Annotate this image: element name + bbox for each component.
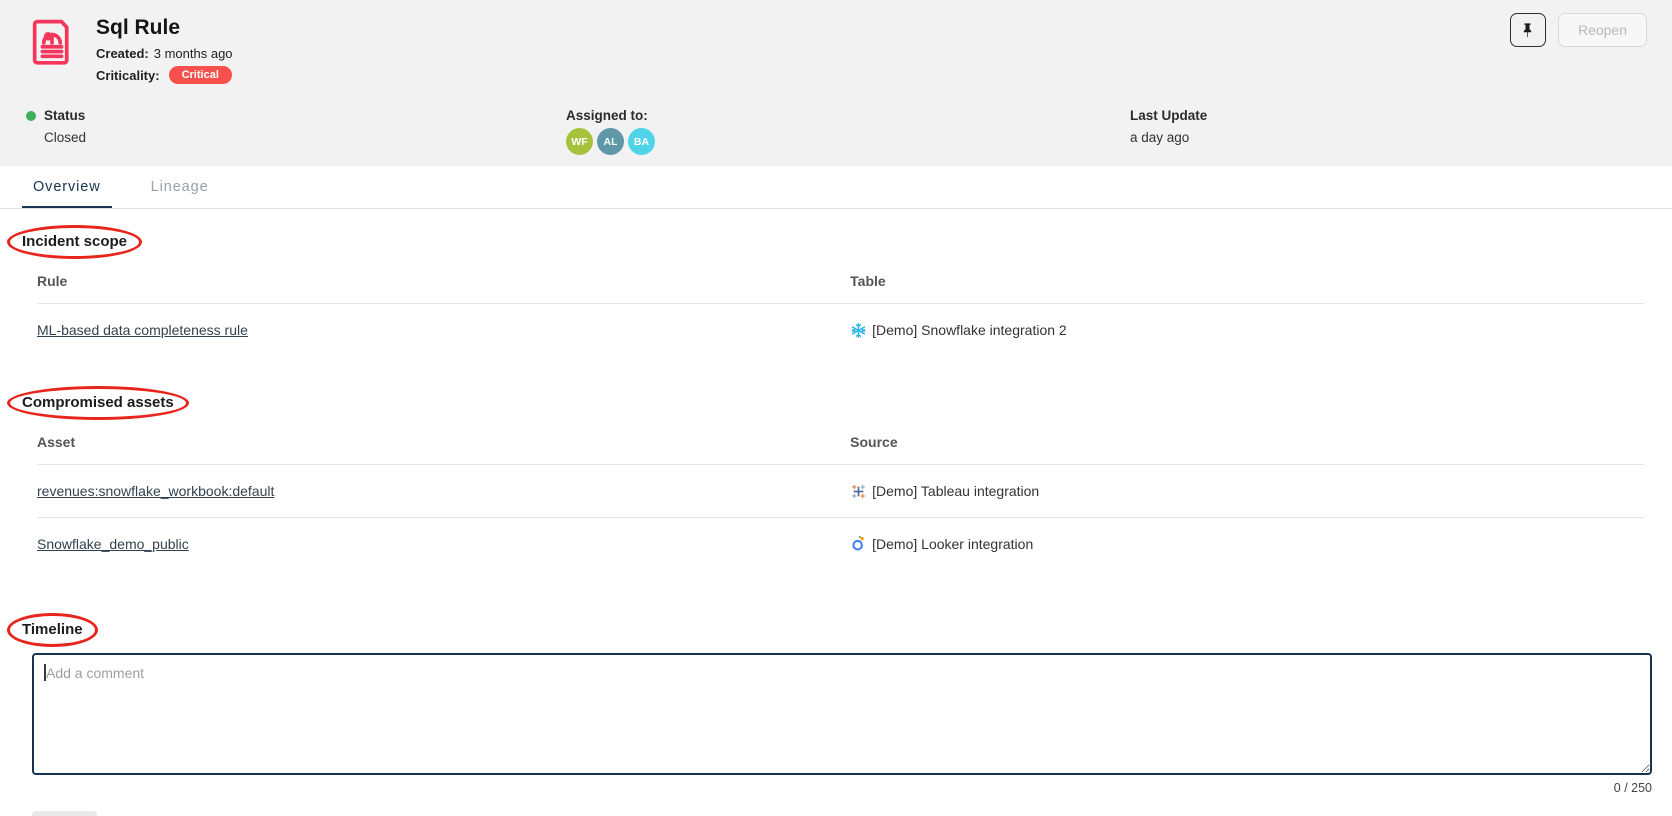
pin-button[interactable]: [1509, 13, 1546, 47]
last-update-block: Last Update a day ago: [1130, 108, 1207, 145]
tab-overview[interactable]: Overview: [22, 166, 112, 208]
char-counter: 0 / 250: [1613, 781, 1652, 795]
avatar[interactable]: WF: [566, 128, 593, 155]
column-header-table: Table: [850, 273, 886, 289]
timeline-heading: Timeline: [7, 613, 98, 647]
column-header-asset: Asset: [37, 434, 76, 450]
avatar[interactable]: BA: [628, 128, 655, 155]
column-header-rule: Rule: [37, 273, 68, 289]
table-header: Rule Table: [37, 251, 1644, 304]
asset-link[interactable]: Snowflake_demo_public: [37, 535, 189, 552]
tab-bar: Overview Lineage: [0, 166, 1672, 209]
table-row: revenues:snowflake_workbook:default [Dem…: [37, 465, 1644, 517]
header-text: Sql Rule Created: 3 months ago Criticali…: [96, 15, 233, 85]
page-title: Sql Rule: [96, 16, 181, 39]
comment-area: [32, 653, 1652, 775]
criticality-badge: Critical: [168, 66, 232, 85]
assignee-avatars: WF AL BA: [566, 128, 655, 155]
status-value: Closed: [44, 130, 87, 145]
sql-rule-icon: [32, 19, 69, 65]
save-button[interactable]: Save: [32, 811, 97, 816]
criticality-label: Criticality:: [96, 67, 160, 83]
section-title: Compromised assets: [22, 394, 174, 411]
looker-icon: [852, 535, 864, 551]
asset-link[interactable]: revenues:snowflake_workbook:default: [37, 483, 275, 499]
avatar[interactable]: AL: [597, 128, 624, 155]
table-row: Snowflake_demo_public [Demo] Looker inte…: [37, 517, 1644, 569]
reopen-button[interactable]: Reopen: [1557, 13, 1647, 47]
status-dot-icon: [26, 110, 36, 121]
table-row: ML-based data completeness rule [Demo] S…: [37, 304, 1644, 356]
last-update-label: Last Update: [1130, 108, 1208, 123]
incident-header: Sql Rule Created: 3 months ago Criticali…: [0, 0, 1672, 166]
tableau-icon: [852, 484, 866, 498]
snowflake-icon: [851, 322, 866, 338]
source-value: [Demo] Tableau integration: [872, 483, 1040, 499]
assigned-block: Assigned to: WF AL BA: [566, 108, 655, 155]
section-title: Timeline: [22, 621, 83, 638]
pushpin-icon: [1524, 22, 1532, 38]
created-label: Created:: [96, 46, 149, 62]
table-value: [Demo] Snowflake integration 2: [872, 322, 1067, 338]
comment-input[interactable]: [32, 653, 1652, 775]
status-block: Status Closed: [26, 108, 86, 145]
incident-scope-table: Rule Table ML-based data completeness ru…: [37, 251, 1644, 356]
tab-lineage[interactable]: Lineage: [150, 179, 209, 195]
compromised-assets-table: Asset Source revenues:snowflake_workbook…: [37, 412, 1644, 569]
created-line: Created: 3 months ago: [96, 46, 233, 61]
incident-scope-heading: Incident scope: [7, 225, 143, 259]
status-row: Status Closed Assigned to: WF AL BA Last…: [0, 100, 1672, 166]
rule-link[interactable]: ML-based data completeness rule: [37, 322, 248, 338]
compromised-assets-heading: Compromised assets: [7, 386, 189, 420]
created-value: 3 months ago: [153, 46, 233, 62]
source-value: [Demo] Looker integration: [872, 535, 1034, 552]
status-label: Status: [44, 108, 86, 123]
section-title: Incident scope: [22, 233, 128, 250]
assigned-label: Assigned to:: [566, 108, 648, 123]
criticality-line: Criticality: Critical: [96, 66, 233, 85]
last-update-value: a day ago: [1130, 130, 1190, 145]
table-header: Asset Source: [37, 412, 1644, 465]
column-header-source: Source: [850, 434, 898, 450]
